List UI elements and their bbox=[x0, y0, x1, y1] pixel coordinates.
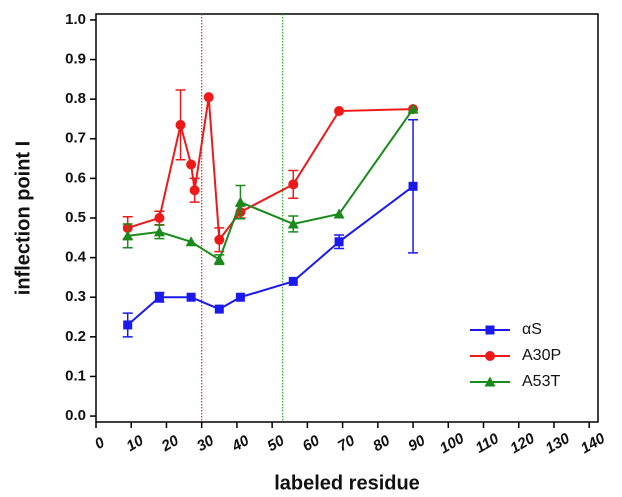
x-tick-label: 120 bbox=[507, 430, 538, 458]
marker bbox=[185, 236, 197, 247]
marker bbox=[154, 292, 164, 302]
marker bbox=[333, 208, 345, 219]
y-axis-label: inflection point I bbox=[12, 141, 34, 295]
x-tick-label: 90 bbox=[405, 432, 429, 455]
x-tick-label: 70 bbox=[335, 432, 359, 455]
marker bbox=[186, 292, 196, 302]
series-line bbox=[127, 185, 414, 326]
marker bbox=[287, 218, 299, 229]
y-tick-label: 0.1 bbox=[65, 367, 86, 384]
marker bbox=[334, 237, 344, 247]
marker bbox=[186, 159, 197, 170]
x-tick-label: 60 bbox=[300, 432, 324, 455]
y-tick-label: 0.7 bbox=[65, 130, 86, 147]
series-line bbox=[127, 108, 414, 262]
y-tick-label: 1.0 bbox=[65, 11, 86, 28]
marker bbox=[408, 181, 418, 191]
marker bbox=[154, 213, 165, 223]
marker bbox=[288, 276, 298, 286]
marker bbox=[213, 254, 225, 265]
x-tick-label: 30 bbox=[194, 432, 218, 455]
x-tick-label: 50 bbox=[264, 432, 288, 455]
x-tick-label: 10 bbox=[123, 432, 147, 455]
marker bbox=[203, 92, 214, 103]
legend-marker bbox=[485, 351, 495, 361]
y-tick-label: 0.5 bbox=[65, 209, 86, 226]
legend-label: A53T bbox=[522, 373, 560, 390]
marker bbox=[234, 196, 246, 207]
marker bbox=[175, 119, 186, 130]
legend-marker bbox=[485, 325, 495, 335]
marker bbox=[153, 226, 165, 237]
marker bbox=[407, 103, 419, 114]
y-tick-label: 0.2 bbox=[65, 328, 86, 345]
marker bbox=[189, 185, 200, 196]
marker bbox=[334, 106, 345, 117]
legend-marker bbox=[484, 376, 496, 387]
y-tick-label: 0.6 bbox=[65, 169, 86, 186]
y-tick-label: 0.9 bbox=[65, 51, 86, 68]
legend-label: A30P bbox=[522, 347, 561, 364]
marker bbox=[123, 320, 133, 330]
x-tick-label: 0 bbox=[92, 434, 108, 453]
x-tick-label: 80 bbox=[370, 432, 394, 455]
marker bbox=[214, 234, 225, 245]
x-axis-label: labeled residue bbox=[274, 472, 420, 494]
marker bbox=[288, 179, 299, 190]
x-tick-label: 20 bbox=[158, 432, 182, 456]
x-tick-label: 130 bbox=[543, 430, 574, 458]
x-tick-label: 40 bbox=[228, 432, 252, 456]
y-tick-label: 0.3 bbox=[65, 288, 86, 305]
marker bbox=[235, 292, 245, 302]
x-tick-label: 100 bbox=[437, 430, 468, 458]
marker bbox=[214, 304, 224, 314]
x-tick-label: 140 bbox=[578, 430, 609, 458]
y-tick-label: 0.4 bbox=[65, 249, 87, 266]
legend-label: αS bbox=[522, 321, 542, 338]
y-tick-label: 0.0 bbox=[65, 407, 86, 424]
x-tick-label: 110 bbox=[473, 430, 503, 457]
y-tick-label: 0.8 bbox=[65, 90, 86, 107]
marker bbox=[122, 230, 134, 241]
